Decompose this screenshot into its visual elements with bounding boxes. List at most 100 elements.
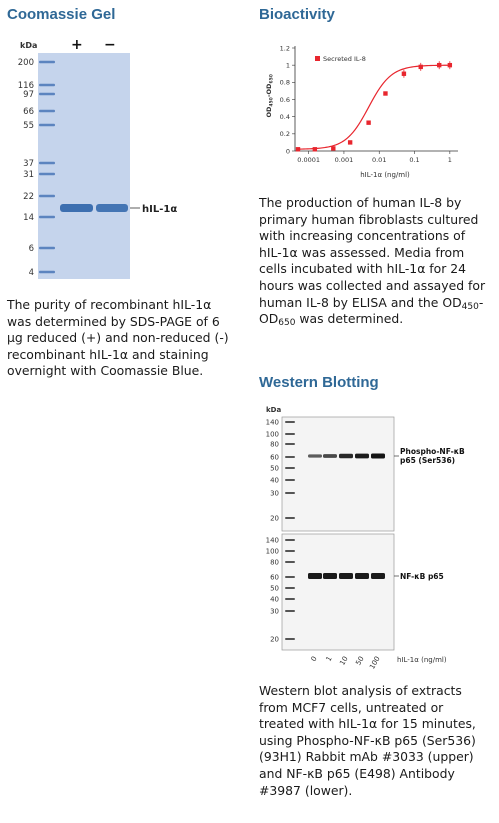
coomassie-title: Coomassie Gel [7,6,116,23]
chart-data-point [331,146,336,151]
lower-blot-band [308,573,322,579]
blot-marker-label: 100 [266,431,279,439]
lane-unit-label: hIL-1α (ng/ml) [397,656,447,664]
blot-marker-label: 40 [270,596,279,604]
blot-marker-label: 30 [270,608,279,616]
blot-marker-band [285,610,295,612]
bioactivity-curve [297,64,450,150]
bioactivity-caption-text: The production of human IL-8 by primary … [259,195,486,310]
chart-x-tick-label: 0.01 [372,156,386,164]
kda-label: kDa [20,41,37,50]
lower-blot-bands [308,573,385,579]
blot-marker-band [285,550,295,552]
blot-marker-band [285,638,295,640]
blot-marker-band [285,587,295,589]
blot-marker-band [285,433,295,435]
lower-blot-panel [281,533,395,651]
lower-blot-band [355,573,369,579]
od-subscript-1: 450 [461,301,479,312]
western-caption: Western blot analysis of extracts from M… [259,683,476,798]
od-subscript-2: 650 [278,318,296,329]
western-title: Western Blotting [259,374,379,391]
chart-y-tick-label: 0.6 [280,96,290,104]
upper-blot-band [355,453,369,459]
lane-label: 10 [338,655,349,667]
chart-x-tick-label: 0.001 [335,156,354,164]
gel-marker-band [39,172,55,176]
gel-marker-label: 6 [29,244,34,254]
upper-blot-panel [281,416,395,532]
blot-marker-band [285,421,295,423]
gel-marker-band [39,194,55,198]
gel-marker-label: 97 [23,90,34,100]
chart-data-point [366,120,371,125]
gel-band-nonreduced [96,204,128,212]
bioactivity-chart: 0 0.2 0.4 0.6 0.8 1 1.2 0.0001 0.001 0.01 0.1 1 Se… [265,44,458,179]
chart-data-point [295,147,301,152]
od-label-1: OD [442,294,462,310]
chart-y-tick-label: 0.8 [280,79,290,87]
chart-data-point [447,62,453,68]
chart-data-point [347,140,353,145]
blot-marker-band [285,479,295,481]
lane-label: 0 [310,655,319,663]
legend-swatch [315,56,320,61]
upper-blot-band [371,453,385,459]
chart-y-tick-label: 1.2 [280,44,290,52]
gel-marker-band [39,123,55,127]
gel-marker-label: 22 [23,192,34,202]
upper-band-label-2: p65 (Ser536) [400,456,455,465]
blot-marker-band [285,517,295,519]
western-kda-label: kDa [266,406,281,414]
chart-y-tick-label: 0.4 [280,113,290,121]
od-label-2: -OD [259,294,484,327]
blot-marker-label: 100 [266,548,279,556]
lower-marker-ladder: 140 100 80 60 50 40 30 20 [266,537,295,644]
gel-band-reduced [60,204,93,212]
chart-ylabel: OD450-OD650 [265,74,275,117]
blot-marker-label: 140 [266,419,279,427]
blot-marker-label: 140 [266,537,279,545]
blot-marker-label: 20 [270,515,279,523]
gel-marker-label: 66 [23,107,34,117]
gel-marker-label: 31 [23,170,34,180]
gel-marker-band [39,109,55,113]
blot-marker-band [285,561,295,563]
gel-marker-label: 4 [29,268,34,278]
blot-marker-label: 60 [270,574,279,582]
band-label: hIL-1α [142,204,177,215]
coomassie-caption: The purity of recombinant hIL-1α was det… [7,297,229,379]
gel-marker-label: 116 [18,81,34,91]
blot-marker-label: 50 [270,585,279,593]
bioactivity-caption: The production of human IL-8 by primary … [259,195,487,328]
chart-data-point [401,71,407,76]
chart-data-point [312,147,318,152]
blot-marker-label: 80 [270,559,279,567]
lane-label: 1 [325,655,334,663]
chart-x-tick-label: 0.1 [409,156,419,164]
upper-marker-ladder: 140 100 80 60 50 40 30 20 [266,419,295,523]
upper-blot-bands [308,453,385,459]
blot-marker-label: 30 [270,490,279,498]
blot-marker-band [285,598,295,600]
bioactivity-caption-end: was determined. [295,311,404,327]
chart-y-tick-label: 1 [286,61,290,69]
chart-data-point [418,64,423,70]
gel-marker-band [39,83,55,87]
gel-marker-label: 200 [18,58,34,68]
gel-marker-band [39,270,55,274]
lane-label: 50 [354,655,365,667]
lane-labels: 0 1 10 50 100 [310,655,382,671]
upper-blot-band [339,453,353,459]
lower-blot-band [339,573,353,579]
chart-x-tick-label: 1 [448,156,452,164]
lower-blot-band [371,573,385,579]
chart-y-tick-label: 0 [286,147,290,155]
blot-marker-band [285,467,295,469]
gel-marker-band [39,92,55,96]
blot-marker-band [285,539,295,541]
lane-label-minus: − [104,37,116,53]
